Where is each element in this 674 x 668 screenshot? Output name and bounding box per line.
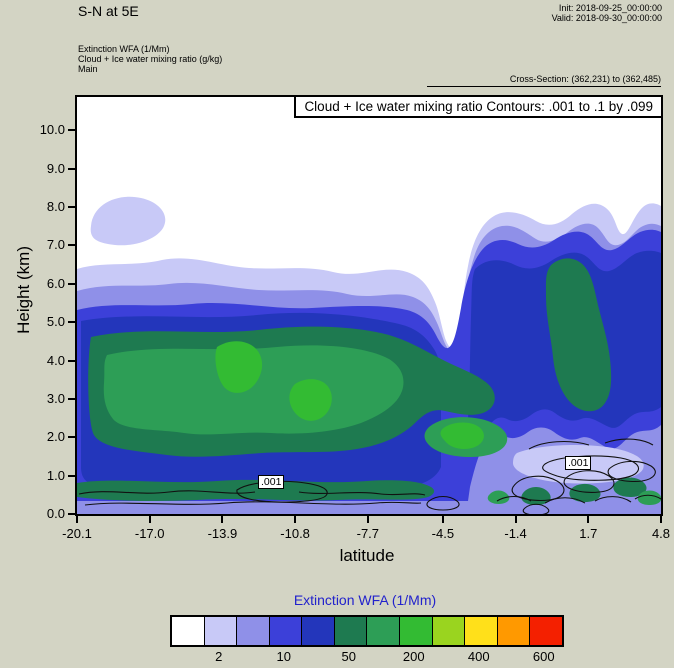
colorbar-tick-label: 200	[402, 649, 425, 664]
x-tick-mark	[660, 516, 662, 523]
plot-area: Cloud + Ice water mixing ratio Contours:…	[40, 95, 670, 541]
x-tick-mark	[221, 516, 224, 523]
y-tick-label: 5.0	[46, 314, 65, 330]
cloud-ice-contour-line	[528, 438, 654, 450]
y-tick-mark	[68, 436, 75, 439]
low-cloud-speckle-4	[637, 490, 661, 505]
x-tick-label: -1.4	[504, 526, 527, 541]
colorbar	[170, 615, 564, 647]
colorbar-cell	[496, 617, 530, 645]
cloud-ice-contour-line	[563, 470, 615, 493]
x-tick-label: -10.8	[280, 526, 310, 541]
x-tick-label: -17.0	[134, 526, 165, 541]
y-tick-label: 7.0	[46, 237, 65, 253]
x-tick-mark	[441, 516, 444, 523]
x-tick-mark	[366, 516, 369, 523]
colorbar-ticks: 2 10 50 200 400 600	[170, 649, 560, 665]
y-tick-label: 9.0	[46, 160, 65, 176]
contour-info-box: Cloud + Ice water mixing ratio Contours:…	[294, 95, 663, 118]
extinction-level7-brightgreen-blob-3	[440, 422, 484, 449]
field-line-main: Main	[78, 64, 98, 74]
y-tick-mark	[68, 513, 75, 515]
colorbar-cell	[172, 617, 204, 645]
valid-time: Valid: 2018-09-30_00:00:00	[551, 13, 662, 23]
y-tick-label: 4.0	[46, 352, 65, 368]
cloud-ice-contour-line	[511, 475, 565, 502]
colorbar-cell	[399, 617, 432, 645]
colorbar-cell	[431, 617, 465, 645]
extinction-level1-lavender-left-patch	[90, 196, 166, 246]
y-tick-label: 1.0	[46, 467, 65, 483]
x-tick-label: -7.7	[356, 526, 380, 541]
colorbar-tick-label: 600	[532, 649, 555, 664]
run-info: Init: 2018-09-25_00:00:00 Valid: 2018-09…	[552, 3, 662, 23]
extinction-level7-brightgreen-blob-2	[289, 379, 332, 421]
contour-value-label: .001	[565, 456, 592, 470]
cloud-ice-contour-line	[78, 490, 256, 495]
colorbar-cell	[268, 617, 302, 645]
y-tick-label: 2.0	[46, 429, 65, 445]
cloud-ice-contour-line	[298, 491, 426, 496]
x-tick-mark	[76, 516, 78, 523]
colorbar-cell	[529, 617, 562, 645]
cloud-ice-contour-line	[496, 494, 661, 504]
contour-value-label: .001	[258, 475, 285, 489]
x-axis-label: latitude	[339, 546, 395, 565]
cloud-ice-contour-line	[426, 495, 460, 511]
colorbar-tick-label: 400	[467, 649, 490, 664]
colorbar-tick-label: 50	[341, 649, 356, 664]
y-tick-mark	[68, 129, 75, 132]
y-tick-mark	[68, 397, 75, 400]
y-tick-label: 0.0	[46, 506, 65, 521]
y-tick-label: 3.0	[46, 390, 65, 406]
y-tick-label: 8.0	[46, 199, 65, 215]
colorbar-cell	[301, 617, 334, 645]
y-tick-mark	[68, 321, 75, 324]
colorbar-cell	[236, 617, 269, 645]
low-cloud-speckle-3	[613, 477, 647, 497]
y-tick-mark	[68, 167, 75, 170]
x-tick-mark	[148, 516, 151, 523]
y-axis-label: Height (km)	[14, 246, 33, 334]
x-tick-label: -20.1	[62, 526, 92, 541]
extinction-level6-green-left	[103, 345, 404, 435]
page-title: S-N at 5E	[78, 3, 139, 19]
low-cloud-speckle-2	[569, 483, 601, 502]
y-tick-label: 6.0	[46, 275, 65, 291]
extinction-level7-brightgreen-blob-1	[215, 341, 263, 393]
contour-svg	[77, 196, 661, 514]
cloud-ice-contour-line	[542, 455, 639, 481]
x-tick-mark	[587, 516, 590, 523]
x-tick-label: 4.8	[651, 526, 671, 541]
x-tick-mark	[294, 516, 297, 523]
colorbar-tick-label: 10	[276, 649, 291, 664]
low-cloud-speckle-5	[487, 490, 510, 504]
x-tick-label: -4.5	[431, 526, 455, 541]
y-tick-label: 10.0	[39, 122, 65, 138]
y-tick-mark	[68, 244, 75, 247]
colorbar-cell	[333, 617, 367, 645]
field-line-extinction: Extinction WFA (1/Mm)	[78, 44, 170, 54]
colorbar-cell	[203, 617, 237, 645]
y-tick-mark	[68, 206, 75, 209]
y-tick-mark	[68, 282, 75, 285]
cross-section-note: Cross-Section: (362,231) to (362,485)	[427, 74, 661, 87]
field-list: Extinction WFA (1/Mm) Cloud + Ice water …	[78, 44, 222, 74]
colorbar-title: Extinction WFA (1/Mm)	[293, 592, 437, 608]
x-tick-label: -13.9	[207, 526, 238, 541]
init-time: Init: 2018-09-25_00:00:00	[558, 3, 662, 13]
field-line-cloud-ice: Cloud + Ice water mixing ratio (g/kg)	[78, 54, 223, 64]
colorbar-cell	[464, 617, 497, 645]
extinction-level5-teal-bottom-band	[77, 479, 435, 501]
colorbar-cell	[366, 617, 400, 645]
extinction-level5-teal-right-column	[545, 258, 612, 412]
colorbar-tick-label: 2	[215, 649, 223, 664]
x-tick-mark	[514, 516, 517, 523]
cloud-ice-contour-line	[522, 503, 550, 514]
y-tick-mark	[68, 474, 75, 477]
y-tick-mark	[68, 359, 75, 362]
x-tick-label: 1.7	[579, 526, 598, 541]
